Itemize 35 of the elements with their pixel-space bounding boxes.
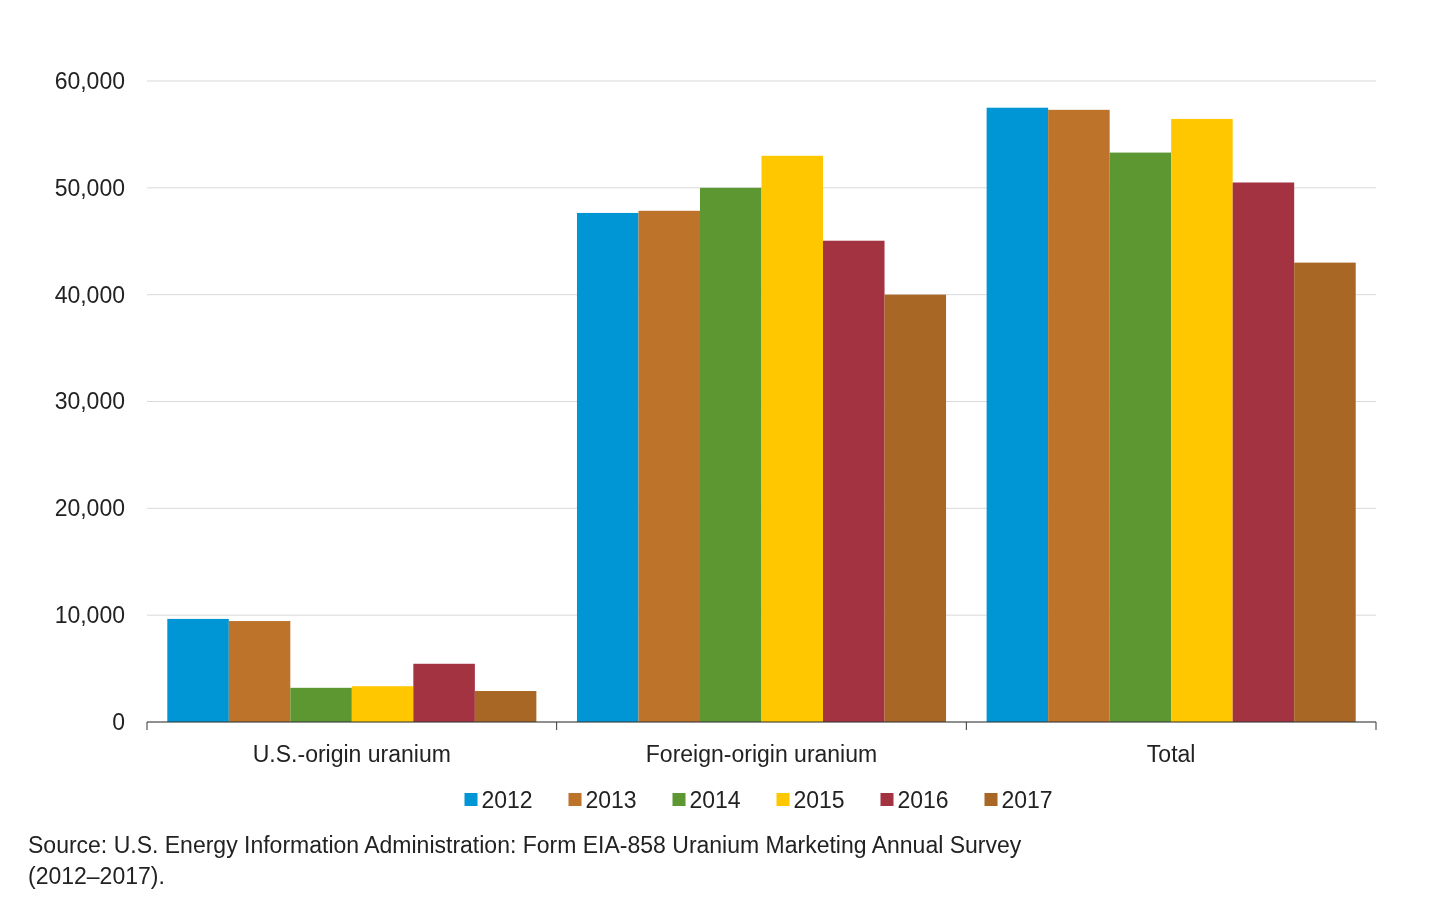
source-note: Source: U.S. Energy Information Administration: Form EIA-858 Uranium Marketing Annual Survey (2012–2017).	[28, 832, 1022, 889]
y-tick-label: 20,000	[54, 495, 125, 522]
bar	[884, 294, 947, 722]
x-tick-label: Foreign-origin uranium	[645, 741, 878, 767]
y-tick-label: 60,000	[54, 67, 125, 94]
bar	[699, 187, 762, 722]
legend-label: 2016	[897, 787, 949, 813]
legend-label: 2012	[481, 787, 533, 813]
x-tick-label: Total	[1146, 741, 1196, 767]
bar	[474, 691, 537, 722]
bar	[167, 618, 229, 722]
bar	[1171, 118, 1233, 722]
bar	[228, 621, 291, 722]
bar	[1109, 152, 1172, 722]
legend-label: 2013	[585, 787, 637, 813]
bar	[1294, 262, 1356, 722]
bar	[986, 107, 1049, 722]
bar	[761, 155, 824, 722]
bar	[413, 663, 475, 722]
bar	[823, 240, 885, 722]
y-tick-label: 40,000	[54, 281, 125, 308]
bar	[1232, 182, 1295, 722]
y-tick-label: 0	[112, 708, 125, 735]
bar	[1048, 109, 1110, 722]
bar	[638, 210, 700, 722]
bar	[351, 686, 414, 722]
legend-label: 2017	[1001, 787, 1053, 813]
x-tick-label: U.S.-origin uranium	[252, 741, 451, 767]
y-tick-label: 50,000	[54, 174, 125, 201]
bar	[290, 687, 352, 722]
y-tick-label: 10,000	[54, 602, 125, 629]
legend-label: 2015	[793, 787, 845, 813]
bar	[576, 212, 639, 722]
legend-label: 2014	[689, 787, 741, 813]
y-tick-label: 30,000	[54, 388, 125, 415]
